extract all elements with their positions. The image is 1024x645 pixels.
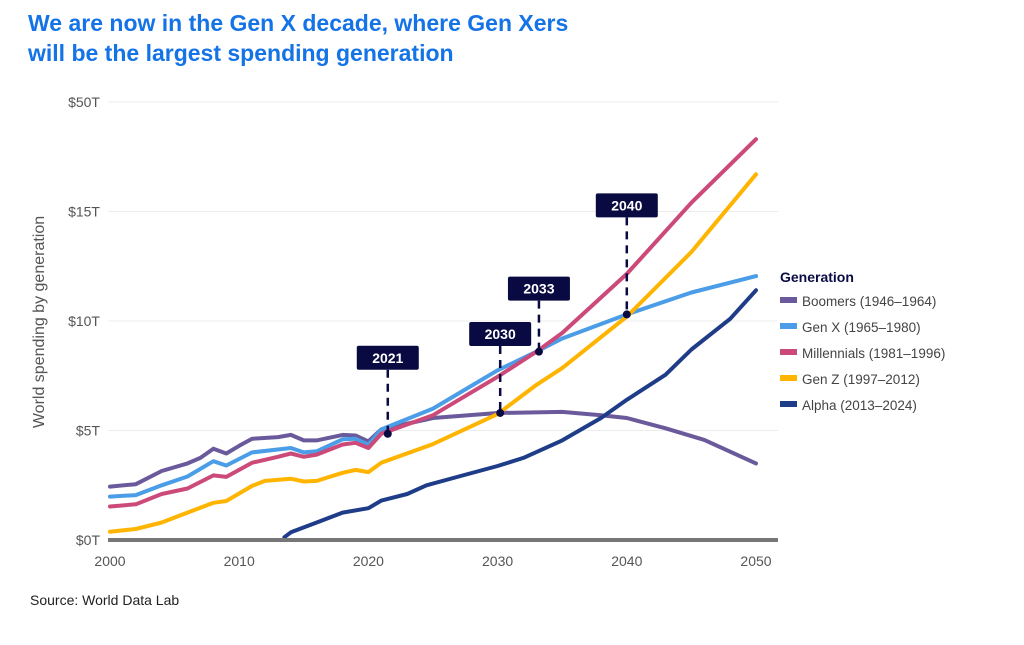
legend-item-label: Gen X (1965–1980) bbox=[802, 320, 921, 335]
annotation-label: 2033 bbox=[523, 281, 554, 297]
x-tick-label: 2030 bbox=[482, 553, 513, 569]
series-line-gen bbox=[108, 172, 758, 534]
x-axis-line bbox=[108, 538, 778, 542]
annotation-label: 2021 bbox=[372, 350, 403, 366]
legend-swatch bbox=[780, 401, 797, 407]
series-line-alpha bbox=[282, 288, 758, 540]
legend-swatch bbox=[780, 375, 797, 381]
y-axis-label: World spending by generation bbox=[31, 216, 48, 428]
series-lines bbox=[108, 137, 758, 540]
series-line-gen bbox=[108, 274, 758, 499]
legend-title: Generation bbox=[780, 269, 854, 285]
x-tick-label: 2040 bbox=[611, 553, 642, 569]
y-tick-label: $15T bbox=[68, 204, 100, 220]
y-tick-label: $10T bbox=[68, 313, 100, 329]
annotation-dot bbox=[383, 429, 392, 438]
title-line-1: We are now in the Gen X decade, where Ge… bbox=[28, 10, 569, 36]
annotations: 2021 2030 2033 2040 bbox=[356, 193, 658, 438]
annotation-box bbox=[356, 345, 419, 370]
annotation-dot bbox=[496, 408, 505, 417]
y-axis-ticks: $0T $5T $10T $15T $50T bbox=[68, 94, 100, 548]
y-tick-label: $0T bbox=[76, 532, 101, 548]
series-line-boomers bbox=[108, 409, 758, 489]
annotation-box bbox=[507, 276, 570, 301]
annotation-box bbox=[469, 321, 532, 346]
annotation-label: 2040 bbox=[611, 197, 642, 213]
x-tick-label: 2000 bbox=[94, 553, 125, 569]
x-tick-label: 2020 bbox=[353, 553, 384, 569]
source-note: Source: World Data Lab bbox=[30, 592, 180, 608]
annotation-dot bbox=[534, 347, 543, 356]
x-tick-label: 2050 bbox=[740, 553, 771, 569]
y-tick-label: $5T bbox=[76, 423, 101, 439]
legend-item-label: Alpha (2013–2024) bbox=[802, 398, 917, 413]
legend-item-label: Gen Z (1997–2012) bbox=[802, 372, 920, 387]
series-line-millennials bbox=[108, 137, 758, 509]
title-line-2: will be the largest spending generation bbox=[28, 40, 454, 66]
legend-swatch bbox=[780, 297, 797, 303]
legend: Generation Boomers (1946–1964) Gen X (196… bbox=[780, 269, 945, 413]
annotation-box bbox=[595, 193, 658, 218]
y-tick-label: $50T bbox=[68, 94, 100, 110]
legend-item-label: Millennials (1981–1996) bbox=[802, 346, 945, 361]
legend-item-label: Boomers (1946–1964) bbox=[802, 294, 936, 309]
x-axis-ticks: 2000 2010 2020 2030 2040 2050 bbox=[94, 553, 771, 569]
chart-title: We are now in the Gen X decade, where Ge… bbox=[28, 8, 568, 68]
annotation-dot bbox=[622, 310, 631, 319]
x-tick-label: 2010 bbox=[224, 553, 255, 569]
legend-swatch bbox=[780, 323, 797, 329]
legend-swatch bbox=[780, 349, 797, 355]
annotation-label: 2030 bbox=[485, 326, 516, 342]
